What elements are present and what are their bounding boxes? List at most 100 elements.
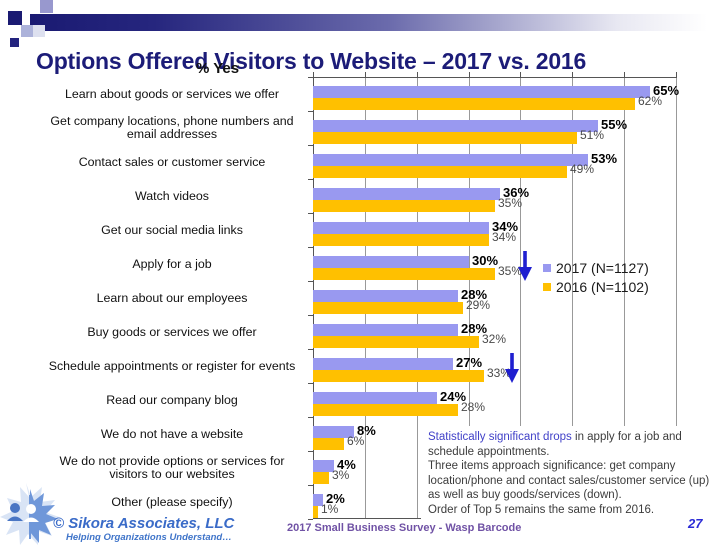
value-label-2017: 4% — [337, 456, 356, 472]
axis-line — [308, 281, 313, 282]
bar-2016 — [313, 370, 484, 382]
value-label-2016: 29% — [466, 298, 491, 312]
chart-row: We do not have a website 8% 6% — [0, 417, 721, 451]
axis-line — [308, 383, 313, 384]
value-label-2016: 3% — [332, 468, 350, 482]
decor-square — [8, 11, 22, 25]
category-label: Apply for a job — [132, 256, 212, 271]
chart-row: Buy goods or services we offer 28% 32% — [0, 315, 721, 349]
category-label: Get company locations, phone numbers and… — [50, 114, 294, 141]
value-label-2016: 62% — [638, 94, 663, 108]
axis-line — [308, 519, 313, 520]
axis-line — [308, 247, 313, 248]
value-label-2016: 34% — [492, 230, 517, 244]
chart-row: Contact sales or customer service 53% 49… — [0, 145, 721, 179]
value-label-2017: 55% — [601, 116, 628, 132]
gridline — [469, 77, 470, 519]
value-label-2016: 1% — [321, 502, 339, 516]
decor-square — [10, 38, 19, 47]
value-label-2017: 36% — [503, 184, 530, 200]
axis-line — [308, 485, 313, 486]
legend-item: 2017 (N=1127) — [543, 258, 649, 277]
chart-legend: 2017 (N=1127) 2016 (N=1102) — [543, 258, 649, 296]
axis-line — [308, 77, 313, 78]
chart-row: Apply for a job 30% 35% — [0, 247, 721, 281]
tagline-text: Helping Organizations Understand… — [66, 532, 232, 543]
bar-2016 — [313, 472, 329, 484]
note-line: location/phone and contact sales/custome… — [428, 474, 710, 487]
legend-label: 2016 (N=1102) — [556, 278, 649, 295]
gridline — [572, 77, 573, 519]
value-label-2017: 30% — [472, 252, 499, 268]
bar-group: 28% 29% — [313, 287, 491, 314]
slide-title: Options Offered Visitors to Website – 20… — [36, 48, 587, 75]
decor-square — [21, 25, 33, 37]
category-label: Read our company blog — [106, 392, 238, 407]
bar-2017 — [313, 358, 453, 370]
bar-2016 — [313, 302, 463, 314]
chart-row: Watch videos 36% 35% — [0, 179, 721, 213]
category-label: Schedule appointments or register for ev… — [48, 358, 296, 373]
value-label-2016: 33% — [487, 366, 512, 380]
axis-line — [365, 72, 366, 77]
axis-line — [308, 451, 313, 452]
category-label: Watch videos — [135, 188, 209, 203]
bar-group: 65% 62% — [313, 83, 679, 110]
bar-2017 — [313, 86, 650, 98]
legend-label: 2017 (N=1127) — [556, 259, 649, 276]
category-label: We do not have a website — [100, 426, 244, 441]
bar-group: 28% 32% — [313, 321, 506, 348]
chart-axis-title: % Yes — [196, 60, 240, 77]
axis-line — [308, 111, 313, 112]
axis-line — [520, 72, 521, 77]
axis-line — [308, 213, 313, 214]
bar-group: 53% 49% — [313, 150, 618, 178]
header-gradient-bar — [30, 14, 721, 31]
legend-swatch-icon — [543, 263, 551, 272]
bar-2017 — [313, 222, 489, 234]
gridline — [624, 77, 625, 519]
bar-group: 55% 51% — [313, 116, 628, 144]
down-arrow-icon — [505, 353, 519, 383]
bar-2017 — [313, 392, 437, 404]
bar-2017 — [313, 256, 469, 268]
category-label: Buy goods or services we offer — [87, 324, 257, 339]
bar-2016 — [313, 132, 577, 144]
decor-square — [40, 0, 53, 13]
bar-group: 36% 35% — [313, 184, 530, 212]
bar-2017 — [313, 188, 500, 200]
significance-note: Statistically significant drops in apply… — [421, 426, 719, 520]
bar-2016 — [313, 166, 567, 178]
value-label-2017: 27% — [456, 354, 483, 370]
bar-2016 — [313, 98, 635, 110]
value-label-2016: 35% — [498, 264, 523, 278]
axis-line — [313, 77, 677, 78]
axis-line — [308, 315, 313, 316]
value-label-2017: 53% — [591, 150, 618, 166]
bar-2016 — [313, 506, 318, 518]
value-label-2017: 24% — [440, 388, 467, 404]
axis-line — [308, 349, 313, 350]
category-label: Get our social media links — [101, 222, 243, 237]
legend-swatch-icon — [543, 282, 551, 291]
bar-group: 34% 34% — [313, 218, 519, 246]
bar-2017 — [313, 290, 458, 302]
note-line: Statistically significant drops in apply… — [428, 431, 682, 443]
bar-2017 — [313, 120, 598, 132]
bar-2016 — [313, 438, 344, 450]
value-label-2016: 49% — [570, 162, 595, 176]
sikora-logo-icon — [0, 483, 59, 545]
gridline — [520, 77, 521, 519]
bar-group: 27% 33% — [313, 354, 512, 382]
note-line: Three items approach significance: get c… — [428, 460, 676, 473]
bar-2016 — [313, 200, 495, 212]
copyright-text: © Sikora Associates, LLC — [53, 515, 235, 532]
axis-line — [469, 72, 470, 77]
bar-2017 — [313, 426, 354, 438]
chart-row: Other (please specify) 2% 1% — [0, 485, 721, 519]
bar-2017 — [313, 324, 458, 336]
value-label-2017: 34% — [492, 218, 519, 234]
value-label-2017: 2% — [326, 490, 345, 506]
value-label-2016: 51% — [580, 128, 605, 142]
category-label: We do not provide options or services fo… — [59, 454, 285, 481]
